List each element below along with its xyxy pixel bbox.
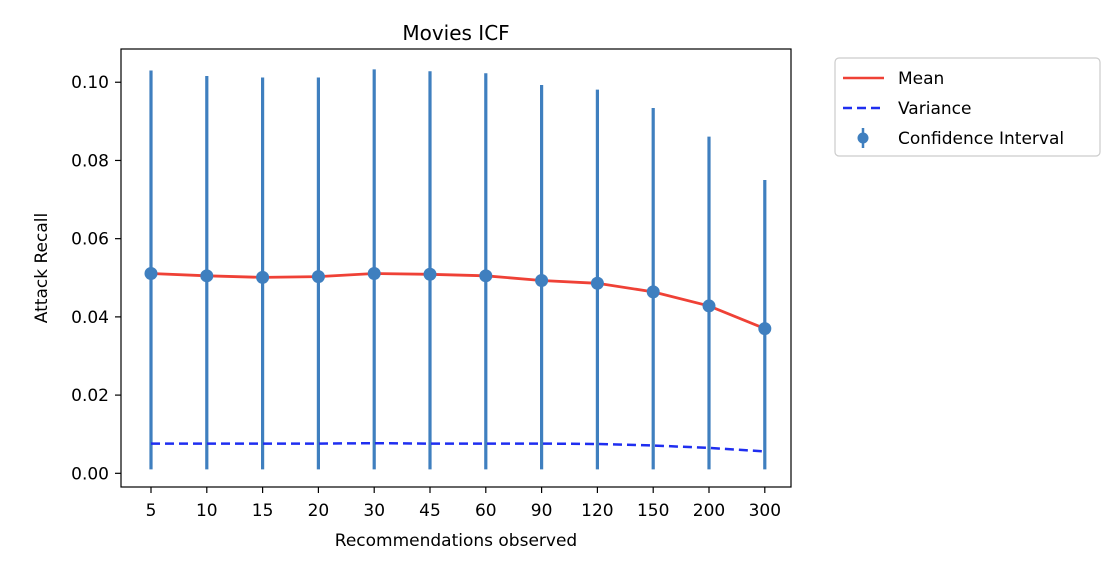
ci-point xyxy=(200,269,214,283)
ci-point xyxy=(758,322,772,336)
x-axis: 5 10 15 20 30 45 60 90 120 150 200 300 xyxy=(146,487,781,521)
chart-title: Movies ICF xyxy=(402,21,509,45)
variance-line xyxy=(151,441,765,453)
x-tick-label: 45 xyxy=(419,501,441,521)
y-tick-label: 0.00 xyxy=(71,464,109,484)
x-tick-label: 10 xyxy=(196,501,218,521)
plot-area xyxy=(120,48,792,488)
x-tick-label: 15 xyxy=(252,501,274,521)
legend-label-variance: Variance xyxy=(898,99,971,119)
legend-frame xyxy=(834,57,1101,157)
ci-point xyxy=(256,270,270,284)
x-tick-label: 20 xyxy=(308,501,330,521)
x-tick-label: 5 xyxy=(146,501,157,521)
ci-point xyxy=(144,266,158,280)
x-tick-label: 150 xyxy=(637,501,669,521)
x-tick-label: 90 xyxy=(531,501,553,521)
y-tick-label: 0.10 xyxy=(71,73,109,93)
x-axis-label: Recommendations observed xyxy=(335,531,577,551)
legend-swatch-ci-point xyxy=(857,132,869,144)
ci-point xyxy=(535,274,549,288)
ci-point xyxy=(479,269,493,283)
y-tick-label: 0.04 xyxy=(71,308,109,328)
confidence-interval-errorbars xyxy=(149,69,767,470)
legend-label-mean: Mean xyxy=(898,69,944,89)
mean-line xyxy=(150,272,766,330)
ci-point xyxy=(367,266,381,280)
x-tick-label: 120 xyxy=(581,501,613,521)
ci-point xyxy=(423,267,437,281)
y-tick-label: 0.06 xyxy=(71,230,109,250)
ci-point xyxy=(590,276,604,290)
x-tick-label: 30 xyxy=(363,501,385,521)
legend: Mean Variance Confidence Interval xyxy=(834,57,1101,157)
y-tick-label: 0.08 xyxy=(71,151,109,171)
confidence-interval-points xyxy=(144,266,772,336)
y-axis: 0.00 0.02 0.04 0.06 0.08 0.10 xyxy=(71,73,121,484)
ci-point xyxy=(311,270,325,284)
y-axis-label: Attack Recall xyxy=(32,213,52,323)
x-tick-label: 200 xyxy=(693,501,725,521)
x-tick-label: 300 xyxy=(749,501,781,521)
legend-label-ci: Confidence Interval xyxy=(898,129,1064,149)
ci-point xyxy=(646,285,660,299)
ci-point xyxy=(702,299,716,313)
y-tick-label: 0.02 xyxy=(71,386,109,406)
x-tick-label: 60 xyxy=(475,501,497,521)
